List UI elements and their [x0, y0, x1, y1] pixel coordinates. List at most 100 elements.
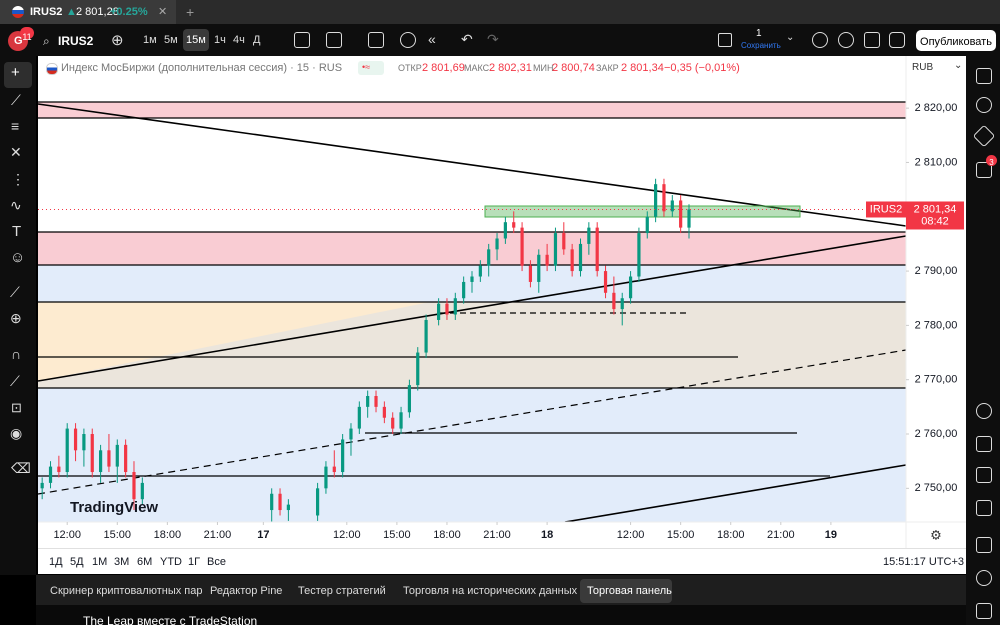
tool-forecast[interactable]: ⋮ [11, 171, 25, 187]
candle-body [587, 227, 591, 244]
interval[interactable]: 4ч [233, 34, 245, 46]
tool-brush[interactable]: ∿ [10, 197, 22, 213]
interval[interactable]: 5м [164, 34, 178, 46]
candle-body [670, 200, 674, 212]
candle-body [324, 466, 328, 489]
x-tick-label: 12:00 [333, 529, 361, 541]
alerts[interactable] [976, 97, 992, 113]
redo[interactable]: ↷ [487, 31, 499, 47]
avatar-letter: G [14, 35, 23, 47]
notifications[interactable] [976, 537, 992, 553]
tool-text[interactable]: T [12, 223, 22, 240]
tool-pattern[interactable]: ✕ [10, 144, 22, 160]
zone [38, 232, 906, 265]
ideas[interactable] [976, 403, 992, 419]
range[interactable]: 1Г [188, 556, 201, 568]
interval[interactable]: Д [253, 34, 261, 46]
trendline [38, 349, 906, 495]
currency[interactable]: RUB [912, 62, 934, 73]
range[interactable]: Все [207, 556, 226, 568]
tool-line[interactable]: ⟋ [11, 92, 21, 108]
candle-body [512, 222, 516, 228]
countdown: 08:42 [921, 215, 949, 227]
candle-body [679, 200, 683, 228]
currency-menu[interactable]: ⌄ [954, 60, 963, 71]
tab-arrow: ▲ [66, 6, 77, 18]
save-label[interactable]: Сохранить [741, 41, 781, 50]
tool-emoji[interactable]: ☺ [10, 249, 26, 266]
more[interactable] [976, 603, 992, 619]
interval[interactable]: 1ч [214, 34, 226, 46]
streams[interactable] [976, 500, 992, 516]
tool-magnet[interactable]: ∩ [11, 346, 22, 362]
network[interactable] [976, 467, 992, 483]
legend-open-label: ОТКР [398, 63, 422, 73]
bottom-tab[interactable]: Редактор Pine [210, 585, 283, 597]
candle-body [562, 233, 566, 250]
tool-eye[interactable]: ◉ [10, 425, 23, 441]
bottom-tab[interactable]: Торговля на исторических данных [403, 585, 578, 597]
new-tab[interactable]: + [186, 4, 195, 20]
alert-icon[interactable] [400, 32, 416, 48]
range[interactable]: 5Д [70, 556, 84, 568]
fullscreen[interactable] [864, 32, 880, 48]
legend-high-label: МАКС [464, 63, 490, 73]
trendline [38, 235, 906, 382]
candle-body [612, 292, 616, 310]
calendar[interactable] [976, 436, 992, 452]
tool-fib[interactable]: ≡ [11, 118, 20, 134]
zone [38, 388, 906, 522]
search-icon[interactable]: ⌕ [43, 34, 50, 48]
range[interactable]: 6М [137, 556, 153, 568]
layouts-icon[interactable] [368, 32, 384, 48]
save-menu[interactable]: ⌄ [786, 32, 795, 43]
legend-flag [46, 63, 58, 75]
tool-ruler[interactable]: ⟋ [10, 284, 20, 300]
help[interactable] [976, 570, 992, 586]
x-tick-label: 17 [257, 529, 269, 541]
bottom-tab[interactable]: Скринер криптовалютных пар [50, 585, 203, 597]
candles-icon[interactable] [294, 32, 310, 48]
compare[interactable]: ⊕ [111, 32, 124, 49]
range[interactable]: 1М [92, 556, 108, 568]
candle-body [553, 233, 558, 266]
candle-body [537, 254, 541, 282]
tool-lock-draw[interactable]: ⟋ [10, 373, 20, 389]
interval[interactable]: 1м [143, 34, 157, 46]
candle-body [662, 184, 666, 212]
tab[interactable] [0, 0, 176, 24]
legend-open: 2 801,69 [422, 62, 465, 74]
watchlist[interactable] [976, 68, 992, 84]
legend-high: 2 802,31 [489, 62, 532, 74]
snapshot[interactable] [889, 32, 905, 48]
notif-badge: 11 [20, 27, 34, 42]
bottom-tab[interactable]: Тестер стратегий [298, 585, 386, 597]
quick-search[interactable] [812, 32, 828, 48]
chats[interactable] [976, 162, 992, 178]
tool-cursor[interactable]: + [11, 64, 20, 81]
range[interactable]: 1Д [49, 556, 63, 568]
interval[interactable]: 15м [186, 34, 206, 46]
indicators-icon[interactable] [326, 32, 342, 48]
bottom-tab[interactable]: Торговая панель [587, 585, 672, 597]
undo[interactable]: ↶ [461, 31, 473, 47]
layout-box[interactable] [718, 33, 732, 47]
range[interactable]: 3М [114, 556, 130, 568]
price-tag-label: 2 801,34 [914, 203, 957, 215]
tool-trash[interactable]: ⌫ [11, 460, 31, 476]
publish-button[interactable]: Опубликовать [916, 30, 996, 51]
range[interactable]: YTD [160, 556, 182, 568]
replay-icon[interactable]: « [428, 31, 436, 47]
clock: 15:51:17 UTC+3 [883, 556, 965, 568]
tool-lock[interactable]: ⊡ [11, 400, 22, 415]
tab-close[interactable]: ✕ [158, 6, 168, 18]
legend-change: −0,35 (−0,01%) [664, 62, 740, 74]
candle-body [620, 298, 624, 310]
axis-settings[interactable]: ⚙ [930, 527, 942, 542]
symbol[interactable]: IRUS2 [58, 34, 94, 48]
tool-zoom[interactable]: ⊕ [10, 310, 22, 326]
candle-body [140, 482, 144, 500]
drawings [38, 101, 906, 522]
settings[interactable] [838, 32, 854, 48]
candle-body [278, 493, 282, 511]
